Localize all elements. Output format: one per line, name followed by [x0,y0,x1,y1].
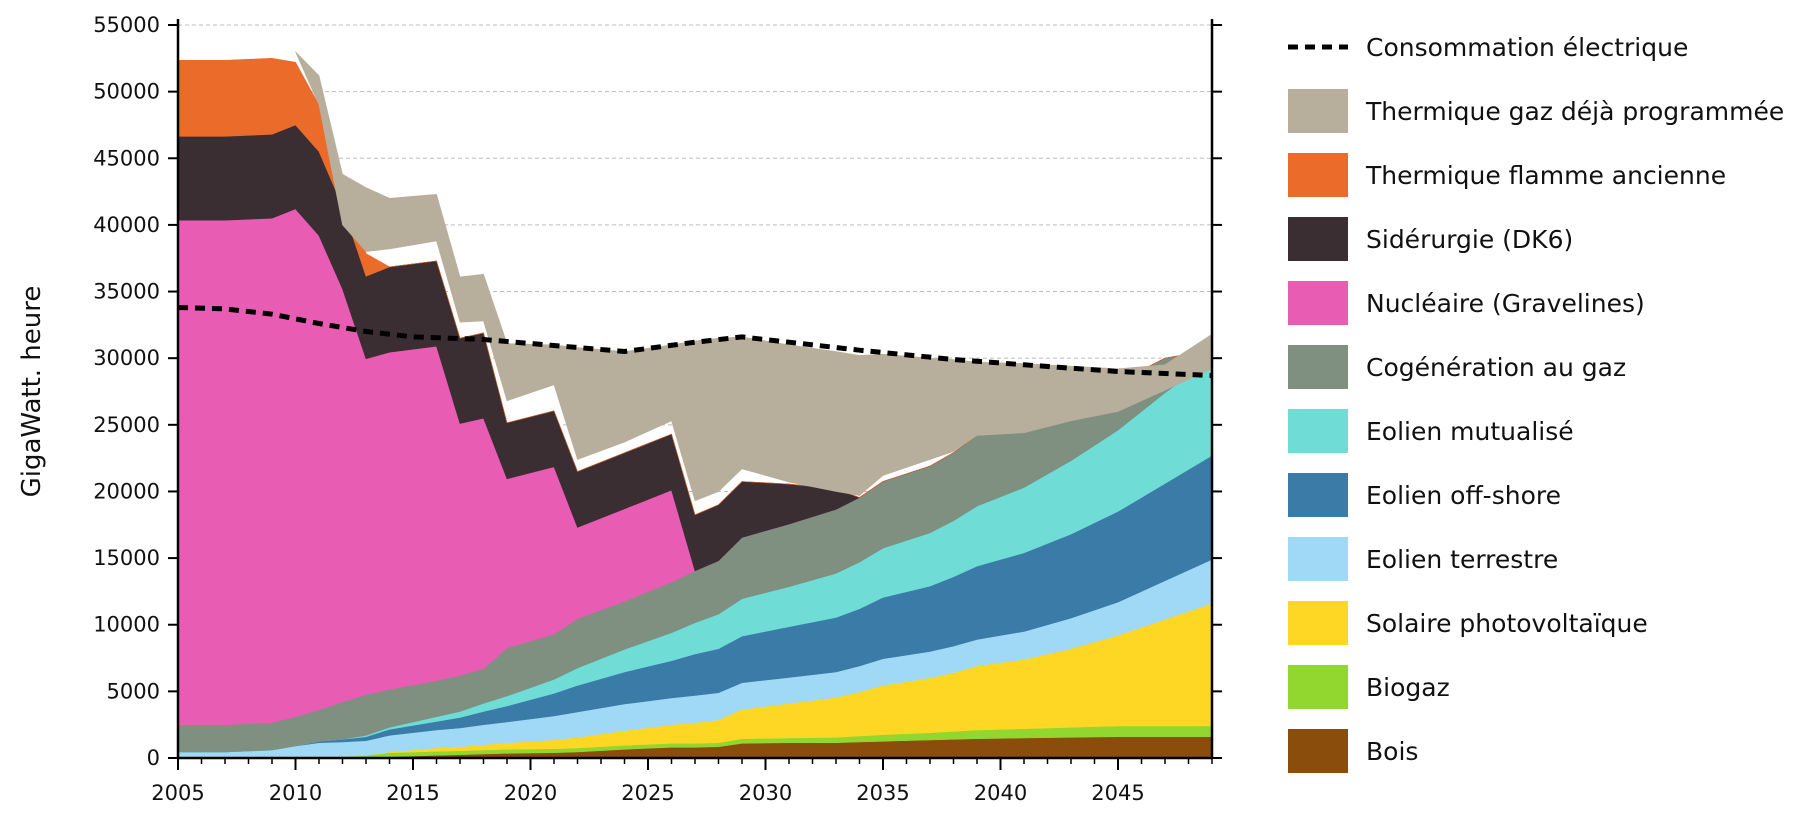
legend-label-eolien-mutualise: Eolien mutualisé [1366,417,1574,446]
x-tick-label-2035: 2035 [856,781,909,805]
legend-label-cogeneration-au-gaz: Cogénération au gaz [1366,353,1626,382]
line-consommation-electrique [177,305,1213,378]
legend-label-bois: Bois [1366,737,1418,766]
legend-swatch-thermique-gaz-deja-programmee [1288,89,1348,133]
legend-label-siderurgie-dk6: Sidérurgie (DK6) [1366,225,1573,254]
x-tick-label-2020: 2020 [504,781,557,805]
legend-label-nucleaire-gravelines: Nucléaire (Gravelines) [1366,289,1645,318]
x-tick-label-2015: 2015 [386,781,439,805]
legend-swatch-eolien-terrestre [1288,537,1348,581]
y-tick-label-50000: 50000 [93,80,160,104]
y-tick-label-55000: 55000 [93,13,160,37]
x-tick-label-2045: 2045 [1091,781,1144,805]
x-tick-label-2005: 2005 [151,781,204,805]
y-tick-label-20000: 20000 [93,479,160,503]
legend-swatch-eolien-mutualise [1288,409,1348,453]
stacked-areas [177,51,1213,759]
y-tick-label-5000: 5000 [107,679,160,703]
legend: Consommation électrique Thermique gaz déj… [1288,33,1784,773]
x-tick-label-2025: 2025 [621,781,674,805]
legend-label-consommation-electrique: Consommation électrique [1366,33,1688,62]
consumption-line-layer [177,305,1213,378]
legend-swatch-siderurgie-dk6 [1288,217,1348,261]
y-tick-label-0: 0 [147,746,160,770]
x-tick-labels: 2005 2010 2015 2020 2025 2030 2035 2040 2045 [151,781,1144,805]
legend-swatch-bois [1288,729,1348,773]
y-tick-label-35000: 35000 [93,280,160,304]
legend-swatch-cogeneration-au-gaz [1288,345,1348,389]
x-tick-label-2040: 2040 [974,781,1027,805]
legend-swatch-eolien-off-shore [1288,473,1348,517]
legend-label-biogaz: Biogaz [1366,673,1450,702]
legend-label-thermique-gaz-deja-programmee: Thermique gaz déjà programmée [1365,97,1784,126]
x-tick-label-2030: 2030 [739,781,792,805]
y-tick-label-45000: 45000 [93,146,160,170]
axes [168,19,1222,770]
legend-label-thermique-flamme-ancienne: Thermique flamme ancienne [1365,161,1726,190]
x-tick-label-2010: 2010 [269,781,322,805]
y-tick-label-30000: 30000 [93,346,160,370]
y-tick-labels: 0 5000 10000 15000 20000 25000 30000 35000 40000… [93,13,160,770]
y-tick-label-15000: 15000 [93,546,160,570]
y-tick-label-10000: 10000 [93,613,160,637]
legend-swatch-thermique-flamme-ancienne [1288,153,1348,197]
y-tick-label-40000: 40000 [93,213,160,237]
legend-swatch-biogaz [1288,665,1348,709]
y-tick-label-25000: 25000 [93,413,160,437]
legend-swatch-nucleaire-gravelines [1288,281,1348,325]
legend-label-solaire-photovoltaique: Solaire photovoltaïque [1366,609,1648,638]
legend-label-eolien-off-shore: Eolien off-shore [1366,481,1561,510]
legend-swatch-solaire-photovoltaique [1288,601,1348,645]
y-axis-label: GigaWatt. heure [17,286,47,498]
legend-label-eolien-terrestre: Eolien terrestre [1366,545,1558,574]
